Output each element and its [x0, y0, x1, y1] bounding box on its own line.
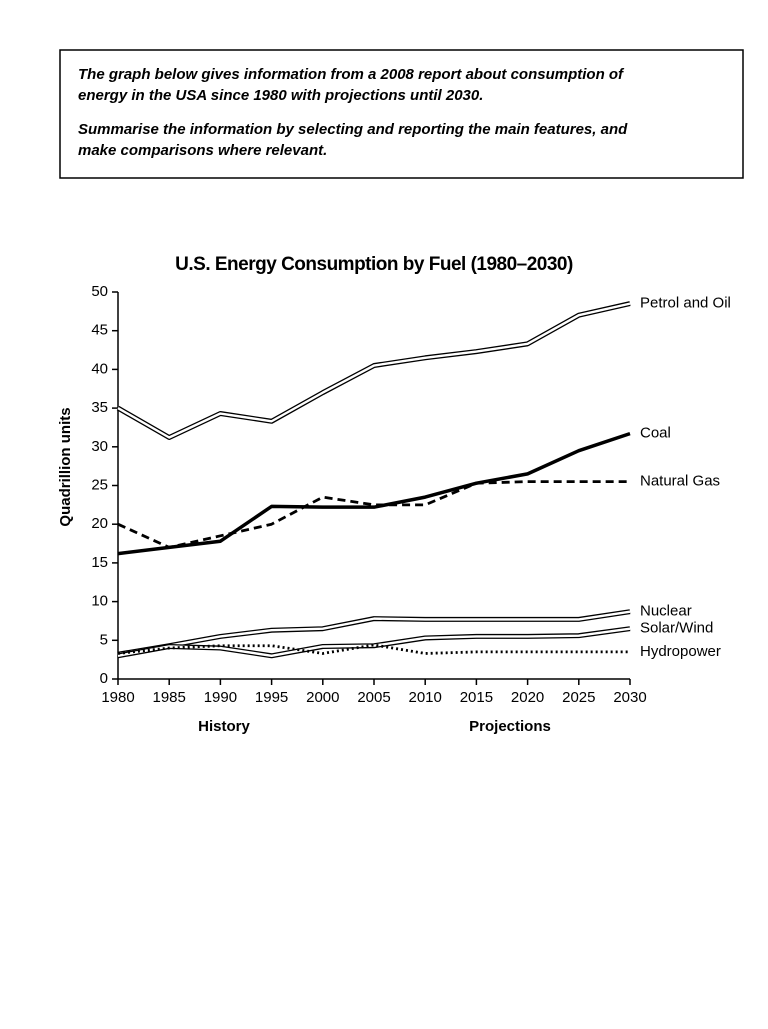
chart-title: U.S. Energy Consumption by Fuel (1980–20…: [175, 254, 573, 275]
x-tick-label: 2000: [306, 689, 339, 706]
y-tick-label: 10: [91, 593, 108, 610]
series-line-inner: [117, 302, 631, 439]
y-tick-label: 50: [91, 283, 108, 300]
y-tick-label: 35: [91, 399, 108, 416]
series-line: [117, 431, 631, 556]
series-line: [116, 301, 631, 441]
x-tick-label: 1995: [255, 689, 288, 706]
series-label: Coal: [640, 425, 671, 442]
x-tick-label: 2020: [511, 689, 544, 706]
y-tick-label: 20: [91, 515, 108, 532]
y-tick-label: 15: [91, 554, 108, 571]
series-label: Hydropower: [640, 643, 721, 660]
y-axis-label: Quadrillion units: [57, 407, 74, 526]
prompt-line: The graph below gives information from a…: [78, 66, 625, 83]
series-line-inner: [117, 610, 631, 656]
y-tick-label: 40: [91, 360, 108, 377]
series-line: [117, 643, 630, 655]
y-tick-label: 45: [91, 322, 108, 339]
y-tick-label: 5: [100, 631, 108, 648]
axis-annotation: History: [198, 718, 250, 735]
prompt-box: [59, 49, 744, 179]
y-tick-label: 0: [100, 670, 108, 687]
x-tick-label: 2030: [613, 689, 646, 706]
prompt-text: The graph below gives information from a…: [78, 66, 628, 159]
series-label: Solar/Wind: [640, 620, 713, 637]
y-tick-label: 30: [91, 438, 108, 455]
x-tick-label: 1985: [153, 689, 186, 706]
x-tick-label: 2005: [357, 689, 390, 706]
x-tick-label: 2025: [562, 689, 595, 706]
series-label: Petrol and Oil: [640, 295, 731, 312]
x-tick-label: 1980: [101, 689, 134, 706]
x-tick-label: 2010: [409, 689, 442, 706]
prompt-line: energy in the USA since 1980 with projec…: [78, 87, 483, 104]
x-tick-label: 2015: [460, 689, 493, 706]
axis-annotation: Projections: [469, 718, 551, 735]
series-label: Natural Gas: [640, 473, 720, 490]
series-label: Nuclear: [640, 603, 692, 620]
prompt-line: make comparisons where relevant.: [78, 142, 327, 159]
series-line: [117, 480, 630, 549]
prompt-line: Summarise the information by selecting a…: [78, 121, 628, 138]
x-tick-label: 1990: [204, 689, 237, 706]
y-tick-label: 25: [91, 476, 108, 493]
